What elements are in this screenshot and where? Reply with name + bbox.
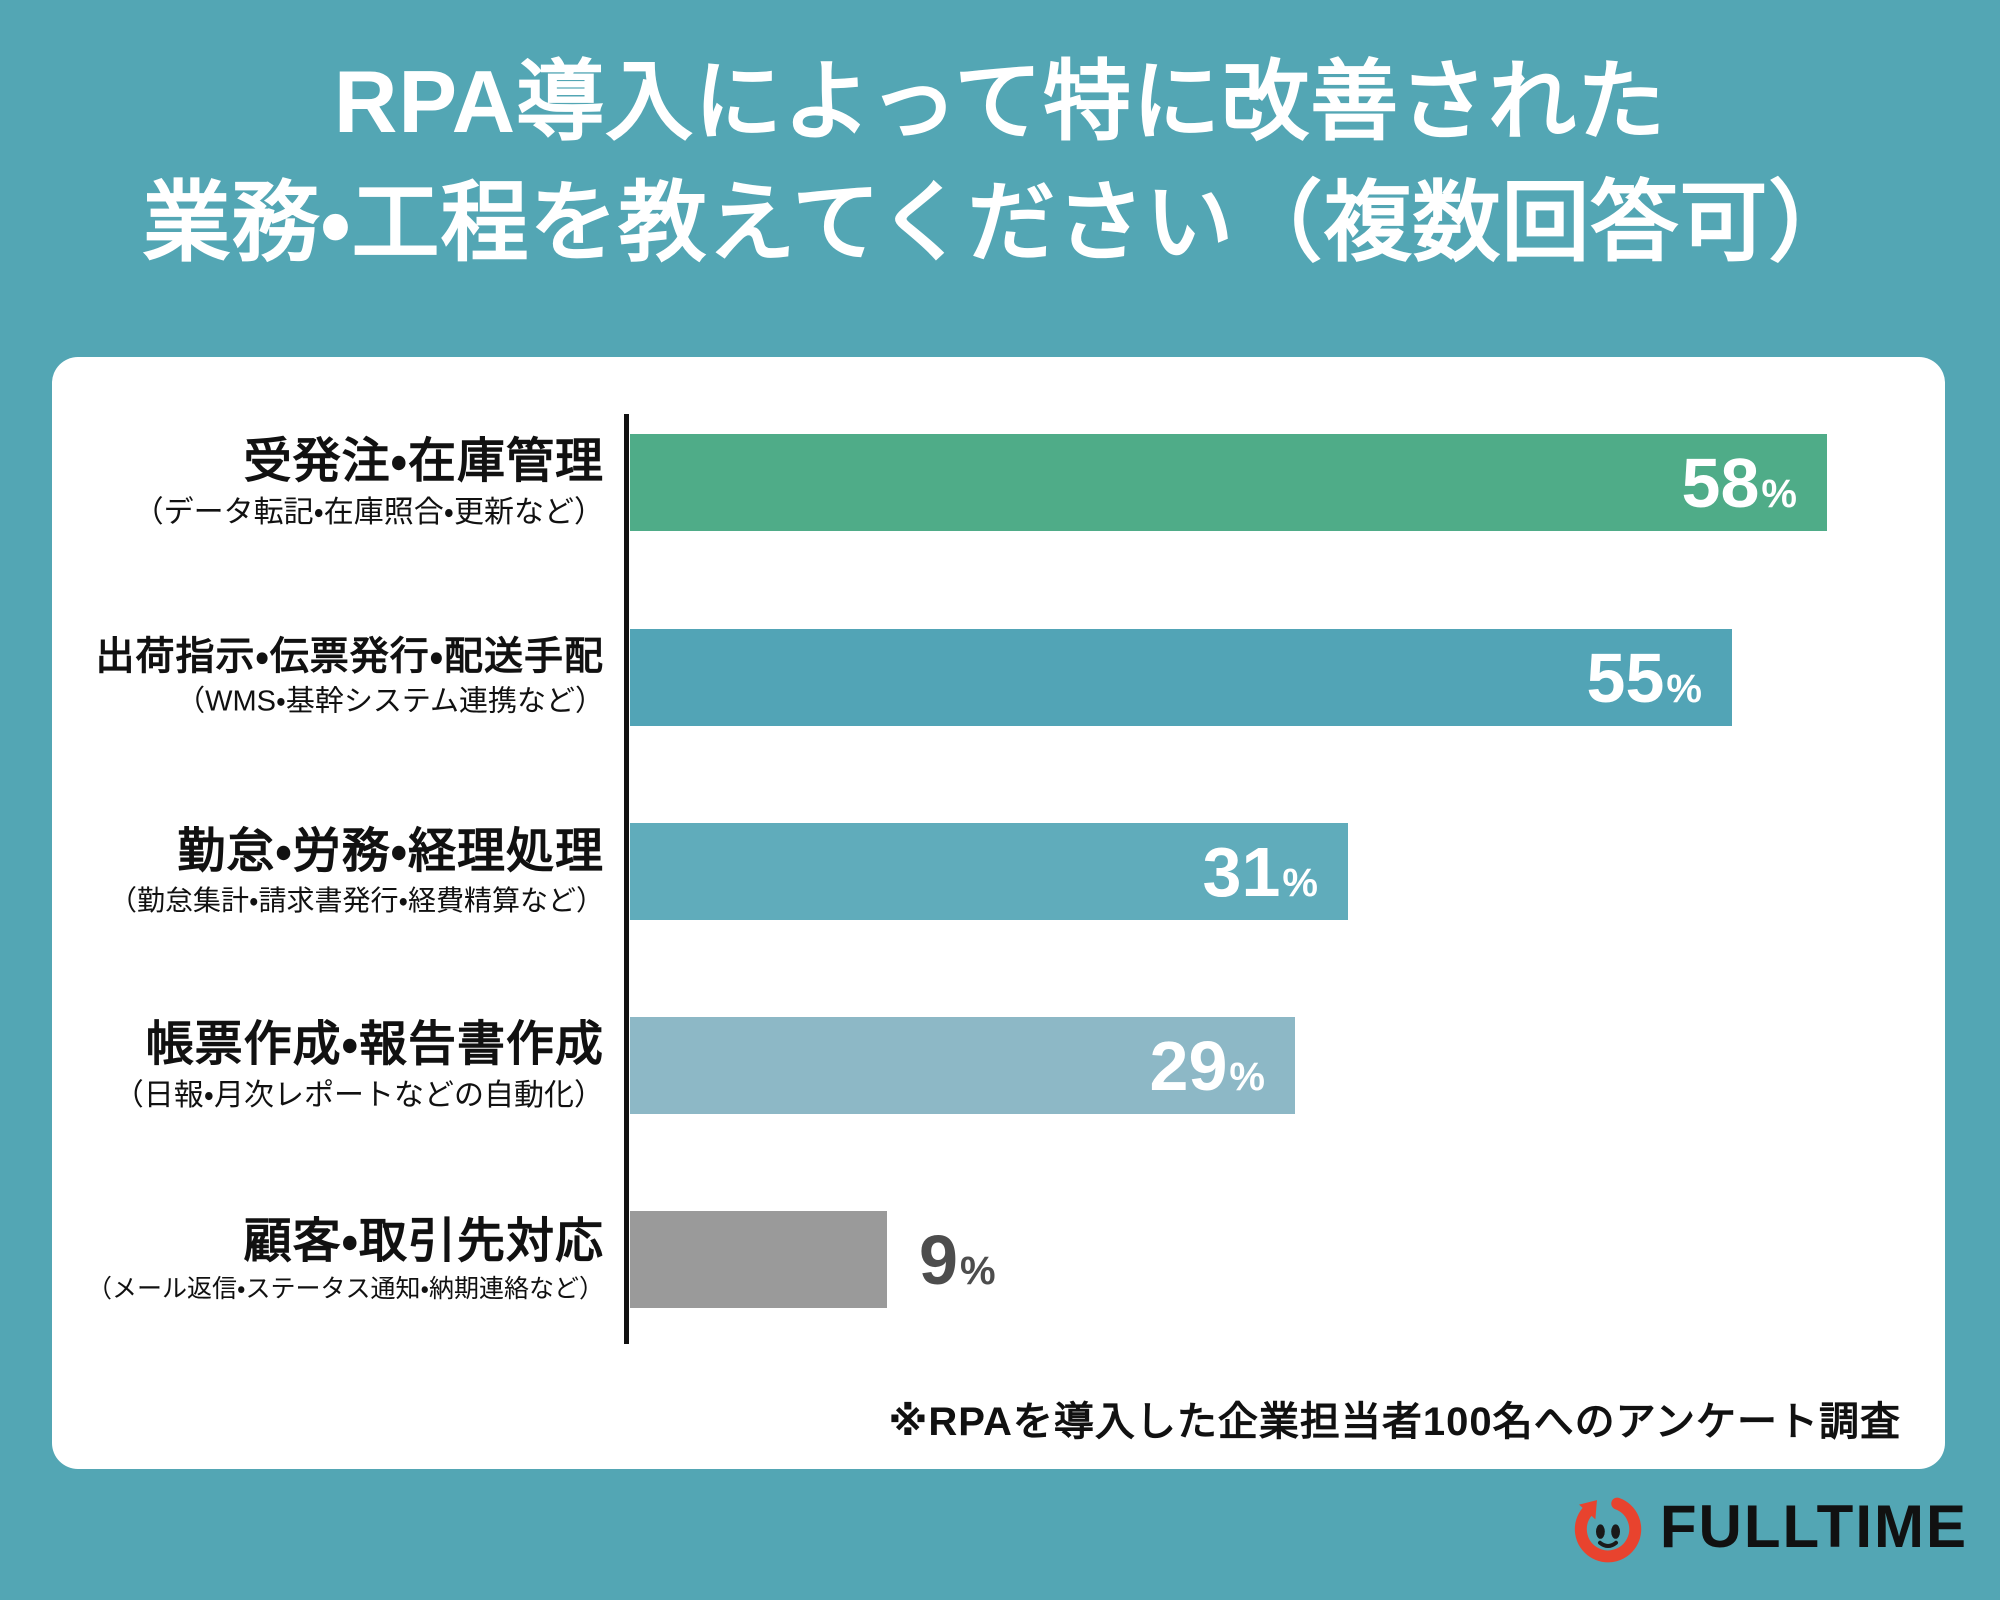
- value-label: 9%: [919, 1220, 996, 1299]
- category-label: 受発注・在庫管理 （データ転記・在庫照合・更新など）: [52, 434, 604, 530]
- category-label-sub: （勤怠集計・請求書発行・経費精算など）: [108, 885, 604, 917]
- page-title-line2: 業務・工程を教えてください（複数回答可）: [142, 172, 1858, 272]
- bar-customer-support: 9%: [630, 1211, 996, 1308]
- value-label: 55%: [1586, 638, 1702, 717]
- category-label: 帳票作成・報告書作成 （日報・月次レポートなどの自動化）: [52, 1017, 604, 1113]
- category-label-main: 出荷指示・伝票発行・配送手配: [95, 635, 604, 679]
- fulltime-logo: FULLTIME: [1568, 1486, 1968, 1566]
- bar-reporting: 29%: [630, 1017, 1295, 1114]
- chart-row-order-inventory: 受発注・在庫管理 （データ転記・在庫照合・更新など） 58%: [52, 434, 1945, 531]
- fulltime-logo-text: FULLTIME: [1659, 1492, 1968, 1560]
- bar-chart: 受発注・在庫管理 （データ転記・在庫照合・更新など） 58% 出荷指示・伝票発行…: [52, 357, 1945, 1469]
- value-label: 58%: [1681, 443, 1797, 522]
- category-label-main: 顧客・取引先対応: [243, 1214, 604, 1268]
- chart-axis-line: [624, 414, 629, 1344]
- chart-row-shipping: 出荷指示・伝票発行・配送手配 （WMS・基幹システム連携など） 55%: [52, 629, 1945, 726]
- value-label: 29%: [1149, 1026, 1265, 1105]
- category-label-sub: （メール返信・ステータス通知・納期連絡など）: [86, 1275, 604, 1304]
- chart-row-reporting: 帳票作成・報告書作成 （日報・月次レポートなどの自動化） 29%: [52, 1017, 1945, 1114]
- page-title-line1: RPA導入によって特に改善された: [333, 52, 1667, 151]
- chart-row-attendance-accounting: 勤怠・労務・経理処理 （勤怠集計・請求書発行・経費精算など） 31%: [52, 823, 1945, 920]
- category-label-main: 勤怠・労務・経理処理: [177, 824, 604, 878]
- chart-row-customer-support: 顧客・取引先対応 （メール返信・ステータス通知・納期連絡など） 9%: [52, 1211, 1945, 1308]
- category-label: 出荷指示・伝票発行・配送手配 （WMS・基幹システム連携など）: [52, 635, 604, 719]
- category-label-sub: （日報・月次レポートなどの自動化）: [113, 1079, 604, 1113]
- category-label: 顧客・取引先対応 （メール返信・ステータス通知・納期連絡など）: [52, 1215, 604, 1303]
- value-label: 31%: [1202, 832, 1318, 911]
- category-label-sub: （データ転記・在庫照合・更新など）: [133, 496, 604, 530]
- category-label-main: 帳票作成・報告書作成: [145, 1017, 604, 1071]
- bar-order-inventory: 58%: [630, 434, 1827, 531]
- category-label-main: 受発注・在庫管理: [243, 434, 604, 488]
- page-title: RPA導入によって特に改善された 業務・工程を教えてください（複数回答可）: [0, 42, 2000, 283]
- bar-shipping: 55%: [630, 629, 1732, 726]
- category-label: 勤怠・労務・経理処理 （勤怠集計・請求書発行・経費精算など）: [52, 824, 604, 918]
- chart-card: 受発注・在庫管理 （データ転記・在庫照合・更新など） 58% 出荷指示・伝票発行…: [52, 357, 1945, 1469]
- survey-footnote: ※RPAを導入した企業担当者100名へのアンケート調査: [888, 1400, 1901, 1444]
- bar-attendance-accounting: 31%: [630, 823, 1348, 920]
- category-label-sub: （WMS・基幹システム連携など）: [176, 686, 604, 718]
- fulltime-rotate-smiley-icon: [1574, 1497, 1642, 1563]
